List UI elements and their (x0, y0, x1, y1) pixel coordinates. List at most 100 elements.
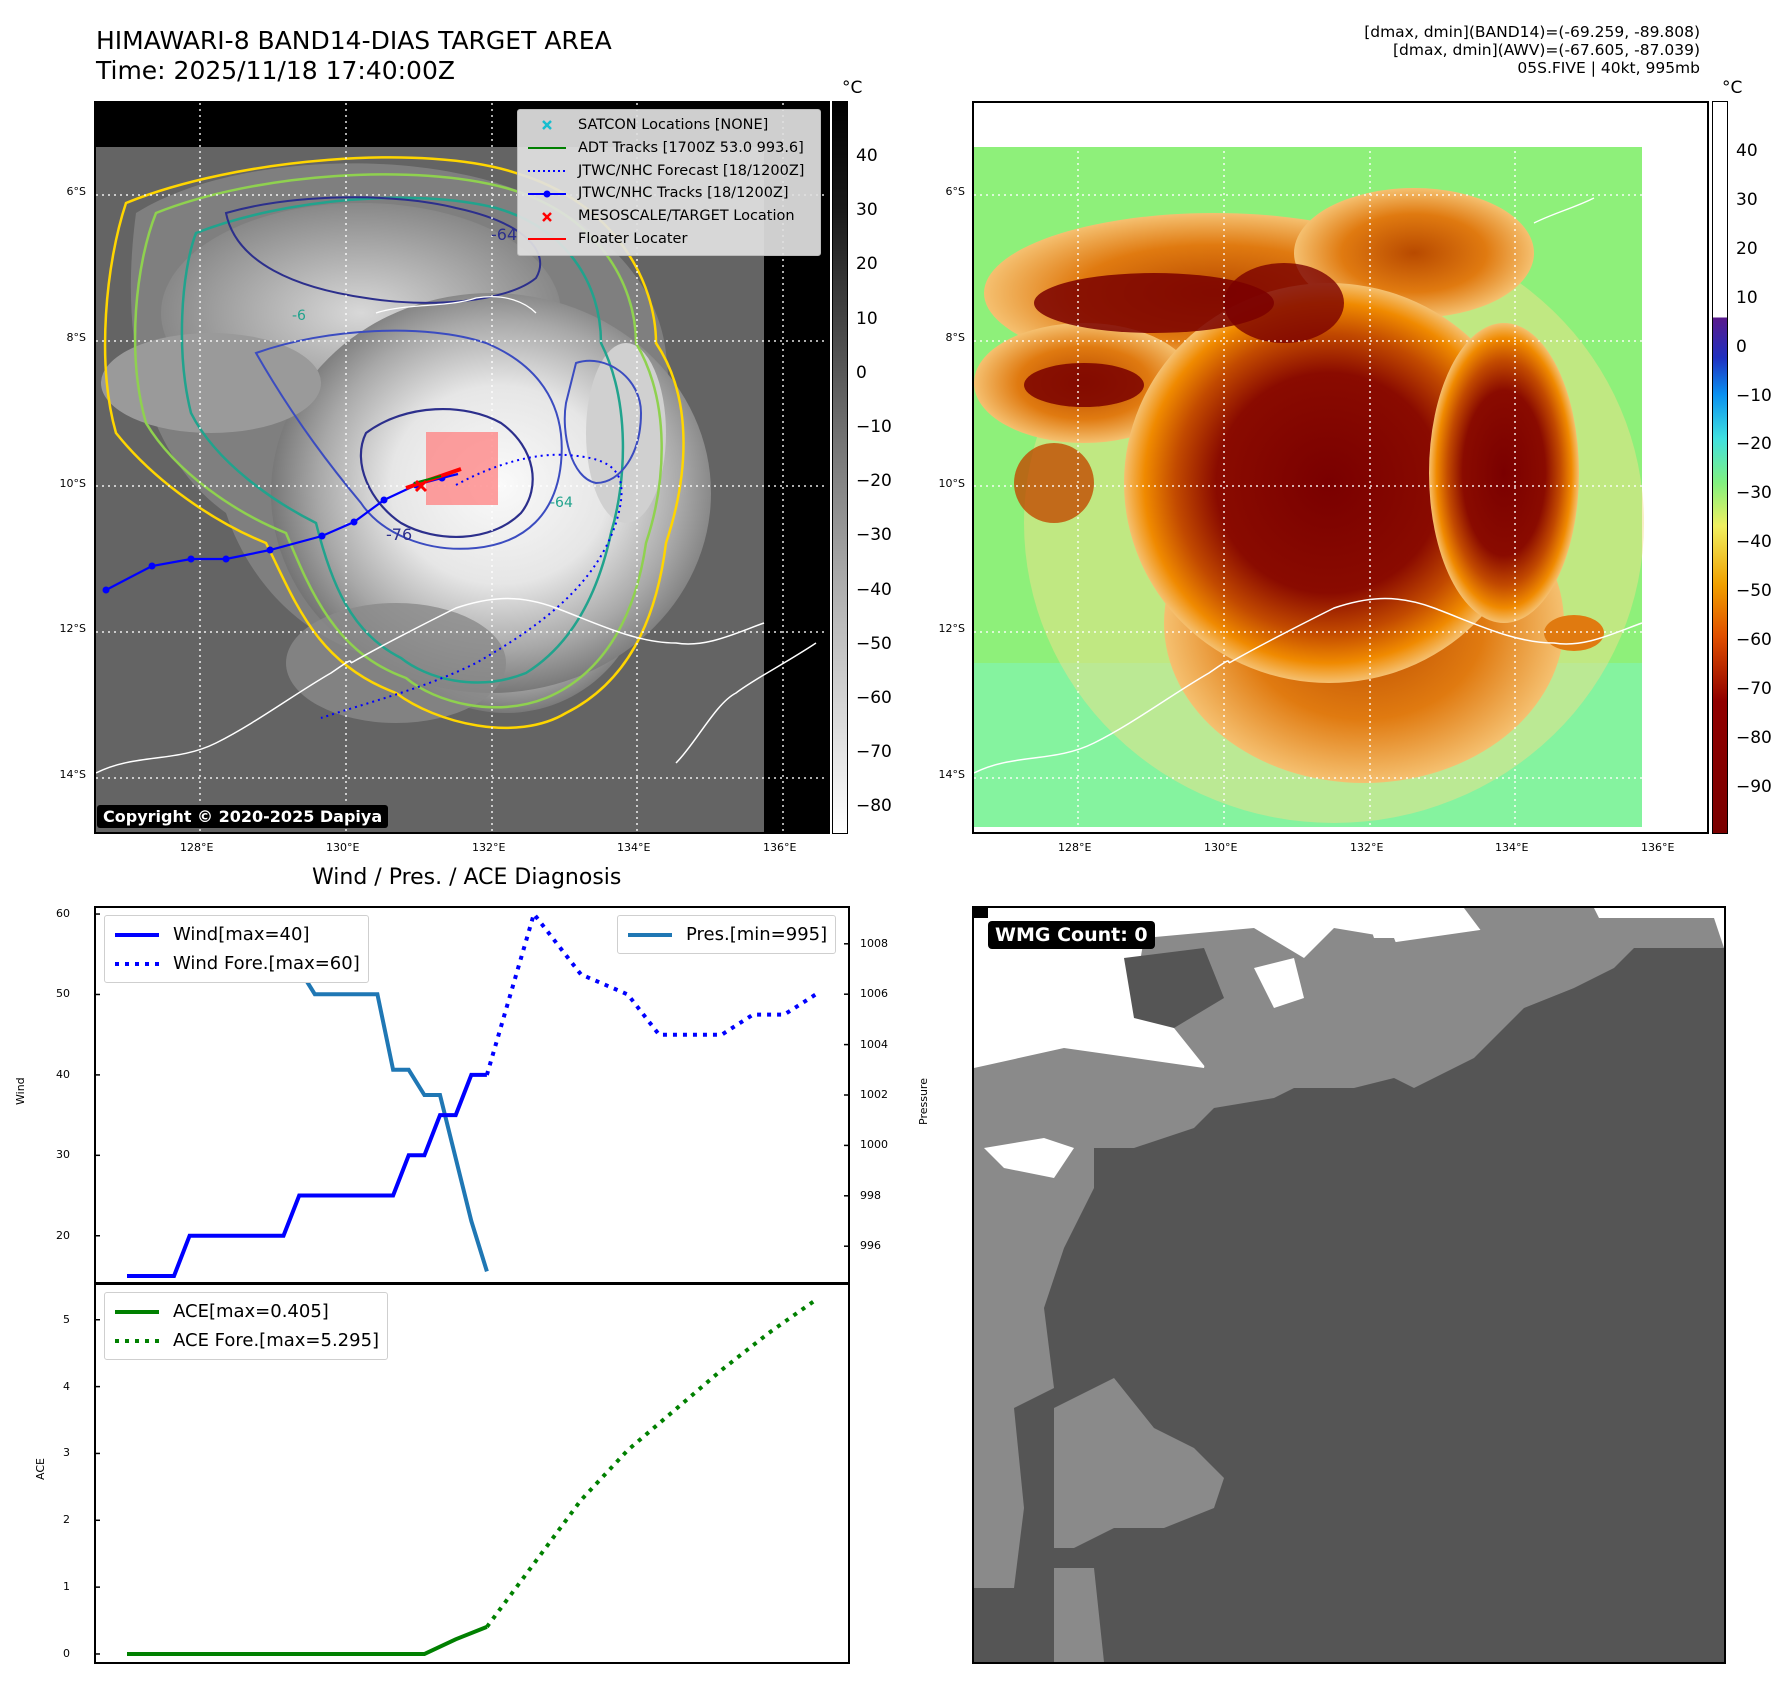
colorbar-tick-label: −10 (1736, 385, 1772, 406)
pressure-legend-row: Pres.[min=995] (626, 920, 827, 949)
lat-label: 12°S (938, 622, 965, 635)
wind-legend-label: Wind[max=40] (173, 924, 310, 945)
legend-row-adt: ADT Tracks [1700Z 53.0 993.6] (526, 137, 812, 160)
pressure-tick-label: 998 (860, 1188, 881, 1202)
contour-label-4: -6 (292, 308, 306, 324)
ace-tick-label: 1 (63, 1580, 70, 1594)
pressure-tick-label: 1006 (860, 987, 888, 1001)
pressure-axis-label: Pressure (917, 1078, 930, 1125)
colorbar-tick-label: −50 (1736, 581, 1772, 602)
legend-row-floater: Floater Locater (526, 228, 812, 251)
info-band14-range: [dmax, dmin](BAND14)=(-69.259, -89.808) (1364, 23, 1700, 41)
pressure-tick-label: 1000 (860, 1138, 888, 1152)
lat-label: 14°S (938, 768, 965, 781)
awv-map-panel (972, 101, 1709, 834)
band14-map-panel: -64 -76 -64 -6 SATCON Locations [NONE] A… (94, 101, 830, 834)
ace-chart: ACE[max=0.405] ACE Fore.[max=5.295] (94, 1283, 850, 1664)
wind-tick-label: 20 (56, 1228, 70, 1242)
ace-fore-legend-row: ACE Fore.[max=5.295] (113, 1326, 379, 1355)
legend-label-tracks: JTWC/NHC Tracks [18/1200Z] (578, 185, 789, 202)
colorbar-tick-label: −40 (856, 579, 892, 600)
colorbar-tick-label: −30 (856, 525, 892, 546)
contour-label-1: -64 (491, 225, 517, 244)
lon-label: 134°E (1495, 841, 1529, 854)
lon-label: 134°E (617, 841, 651, 854)
lat-label: 12°S (59, 622, 86, 635)
ace-forecast-line (485, 1298, 817, 1629)
ace-tick-label: 3 (63, 1446, 70, 1460)
ace-fore-legend-label: ACE Fore.[max=5.295] (173, 1330, 380, 1351)
legend-label-satcon: SATCON Locations [NONE] (578, 117, 769, 133)
wind-legend: Wind[max=40] Wind Fore.[max=60] (104, 915, 369, 983)
awv-map-svg (974, 103, 1707, 832)
pressure-tick-label: 1008 (860, 936, 888, 950)
wind-line (127, 1072, 487, 1278)
solid-line-icon (113, 1302, 161, 1322)
legend-label-floater: Floater Locater (578, 230, 688, 247)
lon-label: 132°E (1350, 841, 1384, 854)
wind-tick-label: 30 (56, 1148, 70, 1162)
lat-label: 6°S (945, 185, 965, 198)
solid-line-icon (626, 925, 674, 945)
legend-row-forecast: JTWC/NHC Forecast [18/1200Z] (526, 160, 812, 183)
legend-row-satcon: SATCON Locations [NONE] (526, 114, 812, 137)
legend-row-tracks: JTWC/NHC Tracks [18/1200Z] (526, 182, 812, 205)
ace-tick-label: 2 (63, 1513, 70, 1527)
legend-row-mesoscale: MESOSCALE/TARGET Location (526, 205, 812, 228)
ace-tick-label: 4 (63, 1379, 70, 1393)
lat-label: 8°S (66, 331, 86, 344)
lat-label: 10°S (59, 477, 86, 490)
colorbar-tick-label: −60 (856, 688, 892, 708)
contour-label-2: -76 (386, 525, 412, 544)
lon-label: 136°E (1641, 841, 1675, 854)
solid-line-icon (526, 228, 568, 250)
info-storm-summary: 05S.FIVE | 40kt, 995mb (1517, 59, 1700, 77)
lon-label: 130°E (1204, 841, 1238, 854)
pressure-tick-label: 1004 (860, 1037, 888, 1051)
colorbar-tick-label: −60 (1736, 630, 1772, 650)
ace-tick-label: 0 (63, 1646, 70, 1660)
colorbar-tick-label: 10 (1736, 287, 1758, 308)
x-marker-icon (526, 114, 568, 136)
ace-legend-row: ACE[max=0.405] (113, 1297, 379, 1326)
pressure-legend-label: Pres.[min=995] (686, 924, 828, 945)
colorbar-tick-label: −80 (856, 796, 892, 817)
lon-label: 128°E (180, 841, 214, 854)
figure-title: HIMAWARI-8 BAND14-DIAS TARGET AREA (96, 26, 612, 55)
colorbar-gray-unit: °C (842, 78, 863, 98)
lat-label: 8°S (945, 331, 965, 344)
wmg-svg (974, 908, 1724, 1662)
colorbar-tick-label: 20 (856, 254, 878, 275)
lon-label: 132°E (472, 841, 506, 854)
colorbar-gray (832, 101, 848, 834)
pressure-tick-label: 996 (860, 1239, 881, 1253)
lon-label: 128°E (1058, 841, 1092, 854)
colorbar-tick-label: 40 (856, 146, 878, 166)
wind-tick-label: 50 (56, 987, 70, 1001)
colorbar-tick-label: 40 (1736, 141, 1758, 161)
wind-fore-legend-label: Wind Fore.[max=60] (173, 953, 360, 974)
lat-label: 10°S (938, 477, 965, 490)
colorbar-tick-label: 20 (1736, 238, 1758, 259)
colorbar-tick-label: −90 (1736, 776, 1772, 797)
copyright-badge: Copyright © 2020-2025 Dapiya (97, 805, 389, 828)
colorbar-color (1712, 101, 1728, 834)
colorbar-tick-label: −70 (1736, 678, 1772, 699)
colorbar-tick-label: −30 (1736, 483, 1772, 504)
wmg-count-badge: WMG Count: 0 (988, 921, 1155, 949)
diagnosis-title: Wind / Pres. / ACE Diagnosis (312, 865, 622, 890)
ace-line (127, 1625, 488, 1656)
forecast-track (320, 453, 623, 719)
colorbar-tick-label: 30 (1736, 189, 1758, 210)
colorbar-tick-label: −50 (856, 633, 892, 654)
figure-time: Time: 2025/11/18 17:40:00Z (96, 56, 455, 85)
wind-forecast-line (484, 909, 817, 1076)
colorbar-tick-label: 0 (856, 362, 867, 383)
wind-tick-label: 60 (56, 907, 70, 921)
solid-line-icon (526, 137, 568, 159)
x-marker-icon (526, 206, 568, 228)
colorbar-tick-label: −20 (1736, 434, 1772, 455)
dotted-line-icon (113, 954, 161, 974)
line-dot-icon (526, 183, 568, 205)
ace-legend: ACE[max=0.405] ACE Fore.[max=5.295] (104, 1292, 389, 1360)
